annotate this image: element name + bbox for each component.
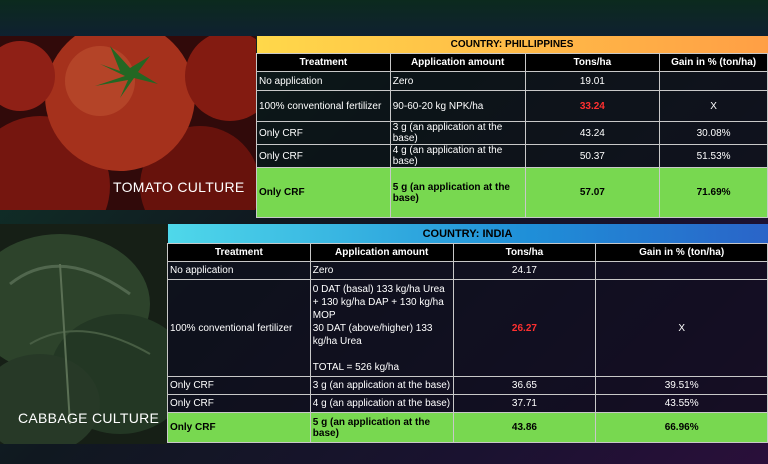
treatment-cell: Only CRF bbox=[167, 376, 311, 395]
gain-cell: X bbox=[595, 279, 768, 377]
gain-cell: 30.08% bbox=[659, 121, 768, 145]
column-header: Tons/ha bbox=[452, 243, 597, 262]
amount-cell: 0 DAT (basal) 133 kg/ha Urea + 130 kg/ha… bbox=[309, 279, 454, 377]
amount-cell: 5 g (an application at the base) bbox=[309, 412, 454, 443]
country-banner: COUNTRY: INDIA bbox=[167, 224, 768, 244]
country-banner: COUNTRY: PHILLIPPINES bbox=[256, 36, 768, 54]
treatment-cell: Only CRF bbox=[167, 394, 311, 413]
gain-cell bbox=[659, 71, 768, 91]
cabbage-caption: CABBAGE CULTURE bbox=[18, 410, 160, 426]
gain-cell: 66.96% bbox=[595, 412, 768, 443]
gain-cell: 71.69% bbox=[659, 167, 768, 218]
gain-cell: X bbox=[659, 90, 768, 122]
tons-cell: 43.86 bbox=[452, 412, 597, 443]
amount-cell: 5 g (an application at the base) bbox=[389, 167, 526, 218]
india-table: COUNTRY: INDIA Treatment Application amo… bbox=[167, 224, 768, 443]
table-row-highlight: Only CRF 5 g (an application at the base… bbox=[167, 412, 768, 443]
treatment-cell: Only CRF bbox=[256, 167, 391, 218]
table-row: Only CRF 4 g (an application at the base… bbox=[256, 144, 768, 168]
amount-cell: 4 g (an application at the base) bbox=[389, 144, 526, 168]
tons-cell: 50.37 bbox=[524, 144, 661, 168]
treatment-cell: Only CRF bbox=[167, 412, 311, 443]
table-header-row: Treatment Application amount Tons/ha Gai… bbox=[167, 243, 768, 262]
table-row-highlight: Only CRF 5 g (an application at the base… bbox=[256, 167, 768, 218]
column-header: Treatment bbox=[167, 243, 311, 262]
tons-cell: 24.17 bbox=[452, 261, 597, 280]
treatment-cell: Only CRF bbox=[256, 121, 391, 145]
amount-cell: 3 g (an application at the base) bbox=[309, 376, 454, 395]
table-row: Only CRF 4 g (an application at the base… bbox=[167, 394, 768, 413]
column-header: Application amount bbox=[309, 243, 454, 262]
tons-cell: 26.27 bbox=[452, 279, 597, 377]
table-row: Only CRF 3 g (an application at the base… bbox=[256, 121, 768, 145]
philippines-table: COUNTRY: PHILLIPPINES Treatment Applicat… bbox=[256, 36, 768, 218]
amount-cell: Zero bbox=[309, 261, 454, 280]
amount-cell: 4 g (an application at the base) bbox=[309, 394, 454, 413]
column-header: Treatment bbox=[256, 53, 391, 72]
tons-cell: 19.01 bbox=[524, 71, 661, 91]
table-row: No application Zero 24.17 bbox=[167, 261, 768, 280]
tons-cell: 43.24 bbox=[524, 121, 661, 145]
treatment-cell: No application bbox=[256, 71, 391, 91]
amount-cell: 3 g (an application at the base) bbox=[389, 121, 526, 145]
treatment-cell: No application bbox=[167, 261, 311, 280]
table-row: 100% conventional fertilizer 90-60-20 kg… bbox=[256, 90, 768, 122]
table-row: No application Zero 19.01 bbox=[256, 71, 768, 91]
tons-cell: 37.71 bbox=[452, 394, 597, 413]
cabbage-photo: CABBAGE CULTURE bbox=[0, 224, 167, 444]
tons-cell: 36.65 bbox=[452, 376, 597, 395]
tomato-photo: TOMATO CULTURE bbox=[0, 36, 256, 210]
column-header: Application amount bbox=[389, 53, 526, 72]
gain-cell bbox=[595, 261, 768, 280]
top-band bbox=[0, 0, 768, 36]
amount-cell: Zero bbox=[389, 71, 526, 91]
table-header-row: Treatment Application amount Tons/ha Gai… bbox=[256, 53, 768, 72]
column-header: Tons/ha bbox=[524, 53, 661, 72]
treatment-cell: Only CRF bbox=[256, 144, 391, 168]
gain-cell: 51.53% bbox=[659, 144, 768, 168]
column-header: Gain in % (ton/ha) bbox=[595, 243, 768, 262]
tons-cell: 57.07 bbox=[524, 167, 661, 218]
treatment-cell: 100% conventional fertilizer bbox=[167, 279, 311, 377]
gain-cell: 43.55% bbox=[595, 394, 768, 413]
country-label: COUNTRY: PHILLIPPINES bbox=[256, 36, 768, 54]
column-header: Gain in % (ton/ha) bbox=[659, 53, 768, 72]
gain-cell: 39.51% bbox=[595, 376, 768, 395]
cabbage-image bbox=[0, 224, 167, 444]
tomato-image bbox=[0, 36, 256, 210]
amount-cell: 90-60-20 kg NPK/ha bbox=[389, 90, 526, 122]
tons-cell: 33.24 bbox=[524, 90, 661, 122]
tomato-caption: TOMATO CULTURE bbox=[113, 179, 245, 195]
treatment-cell: 100% conventional fertilizer bbox=[256, 90, 391, 122]
table-row: 100% conventional fertilizer 0 DAT (basa… bbox=[167, 279, 768, 377]
country-label: COUNTRY: INDIA bbox=[167, 224, 768, 244]
table-row: Only CRF 3 g (an application at the base… bbox=[167, 376, 768, 395]
